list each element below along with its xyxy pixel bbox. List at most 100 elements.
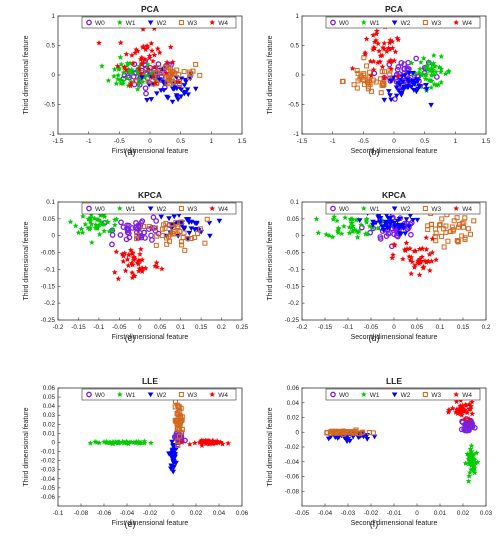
plot-frame [57,15,243,135]
data-point-w4 [179,439,185,445]
data-point-w1 [112,216,118,223]
data-point-w1 [467,456,474,462]
legend-marker-w4 [453,19,460,25]
data-point-w3 [185,236,191,242]
data-point-w1 [133,438,139,445]
data-point-w4 [375,40,381,47]
data-point-w0 [434,74,440,80]
x-tick-label: -0.06 [97,510,112,517]
data-point-w4 [368,72,375,78]
data-point-w1 [346,224,353,230]
data-point-w2 [170,447,177,453]
data-point-w2 [165,95,171,101]
data-point-w1 [96,231,103,237]
y-axis-label: Third dimensional feature [23,35,30,114]
data-point-w2 [396,88,402,94]
data-point-w2 [406,224,412,230]
panel-label: (d) [369,333,380,343]
data-point-w0 [395,64,402,70]
data-point-w1 [428,72,435,78]
data-point-w3 [134,232,140,238]
data-point-w3 [162,64,168,70]
data-point-w1 [115,66,122,72]
y-tick-label: -0.03 [41,467,56,474]
data-point-w1 [75,229,82,236]
chart-title: KPCA [138,190,162,200]
data-point-w3 [177,415,183,421]
x-tick-label: 0 [415,510,419,517]
x-tick-label: 0.01 [434,510,447,517]
data-point-w1 [464,451,471,457]
data-point-w0 [137,223,144,229]
legend-label: W3 [431,392,441,399]
data-point-w4 [120,253,127,259]
data-point-w2 [411,81,418,87]
y-tick-label: -0.02 [285,444,300,451]
x-tick-label: 0 [392,138,396,145]
data-point-w4 [139,44,146,50]
data-point-w4 [422,258,428,264]
data-point-w4 [469,410,476,417]
data-point-w4 [170,59,176,65]
data-point-w4 [370,46,376,53]
data-point-w4 [363,36,370,42]
data-point-w4 [124,256,131,262]
legend-marker-w4 [453,391,460,397]
y-tick-label: -0.1 [44,266,55,273]
legend: W0 W1 W2 W3 W4 [325,16,481,29]
data-point-w3 [132,78,138,84]
y-tick-label: 0 [295,72,299,79]
y-tick-label: 0.02 [43,421,56,428]
data-point-w3 [180,235,186,241]
chart-panel-2: KPCA -0.2 -0.15 -0.1 -0.05 0 0.05 0.1 0.15 0.2 0.2… [23,190,249,343]
data-point-w1 [148,440,154,446]
data-point-w3 [327,431,333,437]
data-point-w2 [413,89,420,95]
data-point-w1 [326,232,333,239]
data-point-w4 [386,58,392,65]
x-tick-label: 0.15 [195,324,208,331]
data-point-w1 [347,216,354,222]
x-tick-label: -0.2 [297,324,308,331]
data-point-w3 [448,229,454,235]
y-tick-label: -0.05 [41,485,56,492]
data-point-w0 [182,437,188,444]
data-point-w4 [142,46,149,52]
data-point-w2 [410,87,417,93]
data-point-w4 [376,48,382,54]
data-point-w4 [145,65,152,72]
data-point-w2 [385,215,391,221]
data-point-w1 [367,223,373,229]
legend-label: W2 [401,206,411,213]
y-axis-label: Third dimensional feature [23,407,30,486]
data-point-w2 [400,222,406,228]
data-point-w3 [350,430,356,436]
y-tick-label: -0.25 [41,317,56,324]
legend-marker-w4 [209,19,216,25]
y-tick-label: 0.05 [287,216,300,223]
chart-title: LLE [386,376,402,386]
data-point-w4 [386,39,393,46]
data-point-w1 [89,239,95,245]
legend: W0 W1 W2 W3 W4 [81,388,237,401]
data-point-w1 [140,78,146,85]
data-point-w4 [138,54,145,60]
data-point-w2 [394,223,401,228]
data-point-w3 [334,428,340,434]
data-point-w1 [148,69,155,76]
data-point-w1 [94,224,101,230]
data-point-w1 [423,71,430,77]
data-point-w4 [458,404,465,411]
data-point-w3 [179,426,185,432]
y-tick-label: -0.04 [41,476,56,483]
data-point-w4 [125,262,132,268]
y-tick-label: 1 [51,13,55,20]
data-point-w4 [149,47,155,54]
data-point-w3 [429,221,435,227]
legend-marker-w2 [147,206,154,212]
data-point-w1 [99,63,105,69]
data-point-w2 [186,220,192,226]
data-point-w2 [176,213,182,218]
data-point-w1 [375,225,381,231]
data-point-w4 [202,438,209,444]
